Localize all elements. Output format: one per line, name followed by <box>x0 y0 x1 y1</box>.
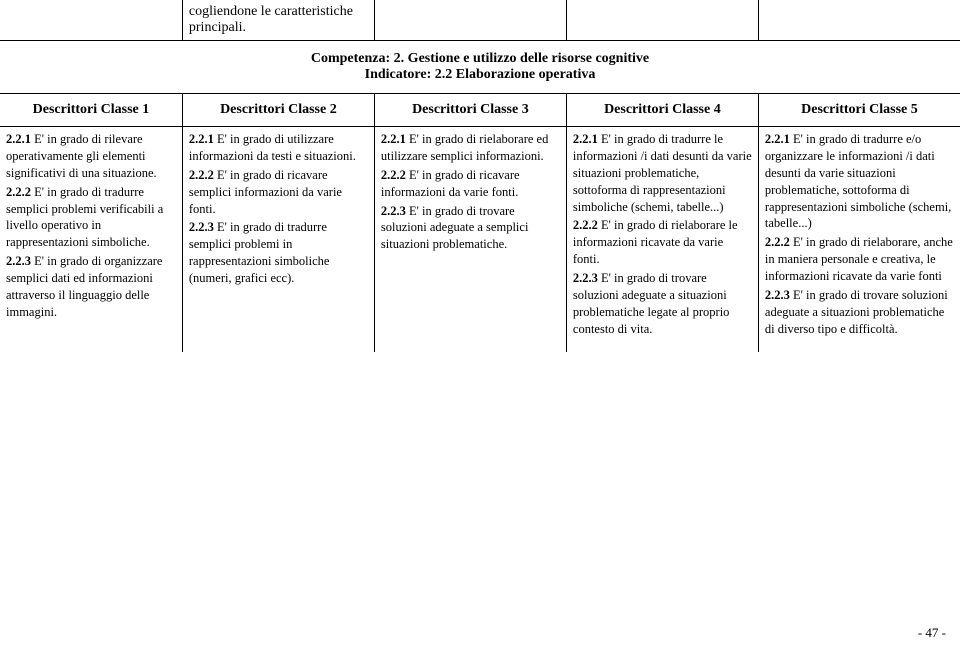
competenza-header-row: Competenza: 2. Gestione e utilizzo delle… <box>0 41 960 94</box>
cell-classe-2: 2.2.1 E' in grado di utilizzare informaz… <box>182 127 374 352</box>
cell-classe-4: 2.2.1 E' in grado di tradurre le informa… <box>566 127 758 352</box>
cell-classe-1: 2.2.1 E' in grado di rilevare operativam… <box>0 127 182 352</box>
competenza-title: Competenza: 2. Gestione e utilizzo delle… <box>6 51 954 67</box>
curriculum-table: cogliendone le caratteristiche principal… <box>0 0 960 352</box>
descrittori-header-row: Descrittori Classe 1 Descrittori Classe … <box>0 94 960 127</box>
header-classe-1: Descrittori Classe 1 <box>0 94 182 127</box>
top-fragment-row: cogliendone le caratteristiche principal… <box>0 0 960 41</box>
page-number: - 47 - <box>918 625 946 641</box>
cell-classe-3: 2.2.1 E' in grado di rielaborare ed util… <box>374 127 566 352</box>
top-fragment-cell: cogliendone le caratteristiche principal… <box>182 0 374 41</box>
indicatore-title: Indicatore: 2.2 Elaborazione operativa <box>6 67 954 83</box>
header-classe-4: Descrittori Classe 4 <box>566 94 758 127</box>
header-classe-5: Descrittori Classe 5 <box>758 94 960 127</box>
cell-classe-5: 2.2.1 E' in grado di tradurre e/o organi… <box>758 127 960 352</box>
descrittori-content-row: 2.2.1 E' in grado di rilevare operativam… <box>0 127 960 352</box>
header-classe-3: Descrittori Classe 3 <box>374 94 566 127</box>
header-classe-2: Descrittori Classe 2 <box>182 94 374 127</box>
